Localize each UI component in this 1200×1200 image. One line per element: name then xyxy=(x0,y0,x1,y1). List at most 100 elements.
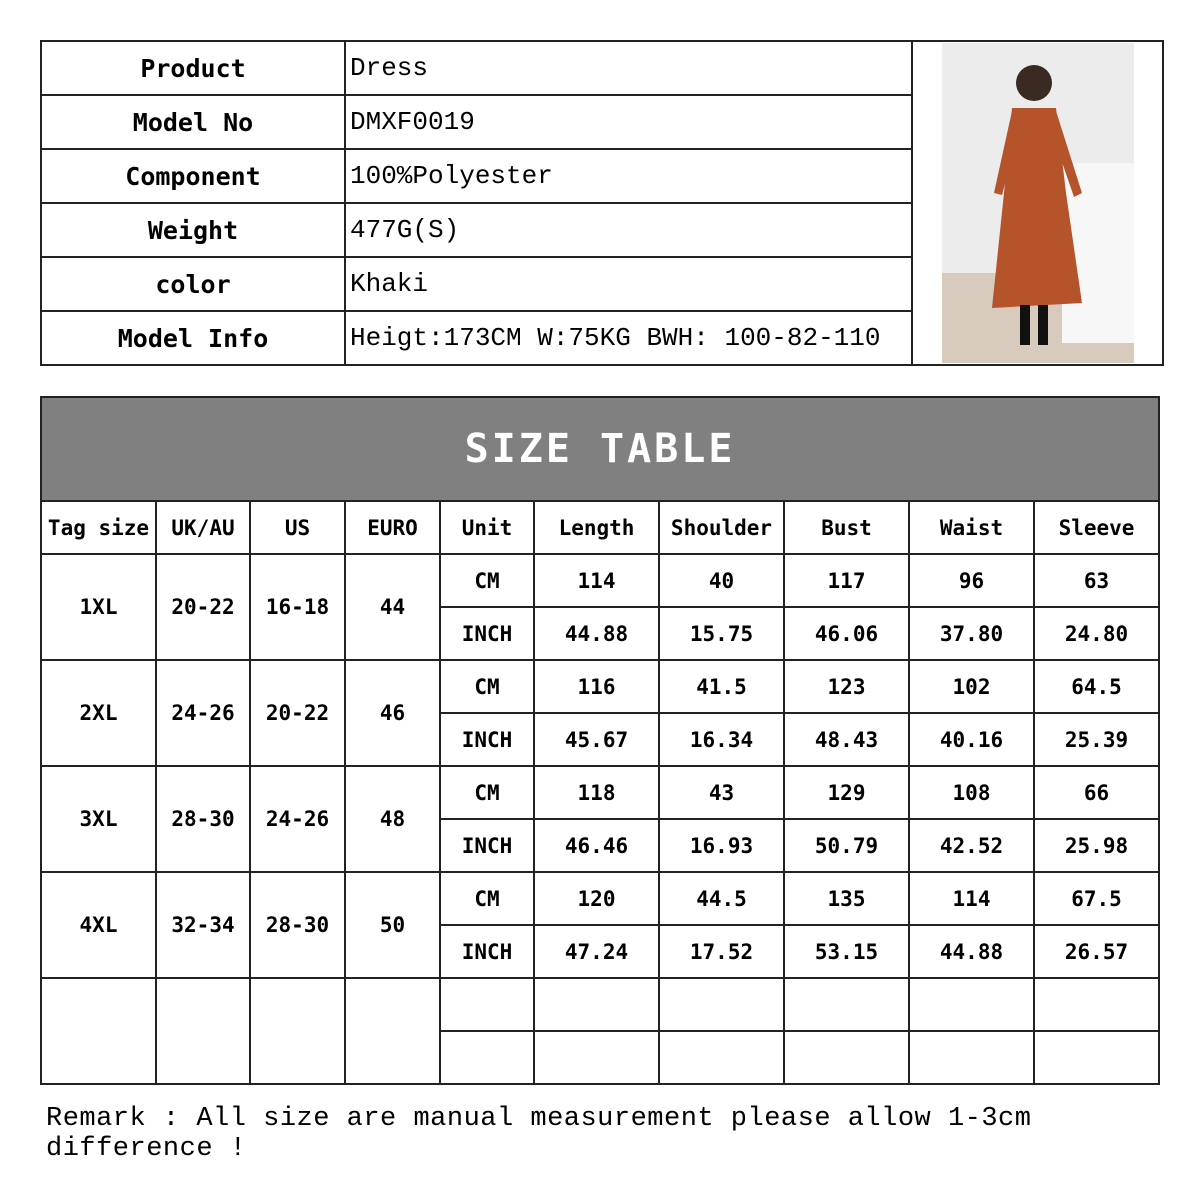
empty-cell xyxy=(908,977,1035,1032)
cm-value: 41.5 xyxy=(658,659,785,714)
cm-value: 120 xyxy=(533,871,660,926)
column-header: Tag size xyxy=(40,500,157,555)
cm-value: 102 xyxy=(908,659,1035,714)
cm-value: CM xyxy=(439,765,535,820)
cm-value: 67.5 xyxy=(1032,871,1161,926)
inch-value: 16.34 xyxy=(658,712,785,767)
cm-value: 40 xyxy=(658,553,785,608)
cm-value: 118 xyxy=(533,765,660,820)
inch-value: 37.80 xyxy=(908,606,1035,661)
cm-value: 44.5 xyxy=(658,871,785,926)
info-value: Heigt:173CM W:75KG BWH: 100-82-110 xyxy=(344,310,913,366)
size-row-inch: INCH 44.88 15.75 46.06 37.80 24.80 xyxy=(41,606,1161,661)
inch-value: 15.75 xyxy=(658,606,785,661)
cm-value: 43 xyxy=(658,765,785,820)
empty-cell xyxy=(249,977,346,1085)
size-uk: 20-22 xyxy=(155,553,251,661)
size-euro: 48 xyxy=(344,765,441,873)
info-value: 477G(S) xyxy=(344,202,913,258)
remark-text: Remark : All size are manual measurement… xyxy=(46,1104,1032,1164)
info-row: Weight 477G(S) xyxy=(40,202,1163,258)
size-tag: 4XL xyxy=(40,871,157,979)
size-us: 16-18 xyxy=(249,553,346,661)
inch-value: INCH xyxy=(439,606,535,661)
cm-value: 117 xyxy=(783,553,910,608)
size-uk: 32-34 xyxy=(155,871,251,979)
empty-cell xyxy=(439,1030,535,1085)
info-row: Model No DMXF0019 xyxy=(40,94,1163,150)
inch-value: 17.52 xyxy=(658,924,785,979)
inch-value: 48.43 xyxy=(783,712,910,767)
size-row-cm: 2XL 24-26 20-22 46 CM 116 41.5 123 102 64.5 xyxy=(40,659,1161,767)
empty-cell xyxy=(344,977,441,1085)
cm-value: 114 xyxy=(533,553,660,608)
column-header: Bust xyxy=(783,500,910,555)
size-uk: 24-26 xyxy=(155,659,251,767)
inch-value: 44.88 xyxy=(533,606,660,661)
inch-value: 46.06 xyxy=(783,606,910,661)
size-tag: 2XL xyxy=(40,659,157,767)
info-label: Component xyxy=(40,148,346,204)
size-table: SIZE TABLE Tag size UK/AU US EURO Unit Length… xyxy=(39,396,1161,1085)
column-header: US xyxy=(249,500,346,555)
size-header-row: Tag size UK/AU US EURO Unit Length Shoulder Bus… xyxy=(40,500,1161,555)
size-row-cm: 4XL 32-34 28-30 50 CM 120 44.5 135 114 67.5 xyxy=(40,871,1161,979)
size-uk: 28-30 xyxy=(155,765,251,873)
inch-value: 16.93 xyxy=(658,818,785,873)
size-tag: 3XL xyxy=(40,765,157,873)
inch-value: 26.57 xyxy=(1032,924,1161,979)
cm-value: 64.5 xyxy=(1032,659,1161,714)
inch-value: 53.15 xyxy=(783,924,910,979)
cm-value: 135 xyxy=(783,871,910,926)
size-us: 24-26 xyxy=(249,765,346,873)
info-label: Model Info xyxy=(40,310,346,366)
size-row-inch: INCH 45.67 16.34 48.43 40.16 25.39 xyxy=(41,712,1161,767)
empty-cell xyxy=(533,1030,660,1085)
cm-value: 63 xyxy=(1032,553,1161,608)
inch-value: 44.88 xyxy=(908,924,1035,979)
empty-row xyxy=(40,977,1161,1085)
size-table-title: SIZE TABLE xyxy=(39,396,1161,502)
inch-value: 25.39 xyxy=(1032,712,1161,767)
product-photo xyxy=(911,40,1164,366)
inch-value: 50.79 xyxy=(783,818,910,873)
cm-value: 114 xyxy=(908,871,1035,926)
product-info-table: Product Dress Model No DMXF0019 Component 100… xyxy=(40,40,1164,366)
empty-cell xyxy=(783,1030,910,1085)
empty-cell xyxy=(908,1030,1035,1085)
empty-cell xyxy=(155,977,251,1085)
column-header: Shoulder xyxy=(658,500,785,555)
cm-value: CM xyxy=(439,871,535,926)
inch-value: 46.46 xyxy=(533,818,660,873)
inch-value: 47.24 xyxy=(533,924,660,979)
empty-cell xyxy=(658,977,785,1032)
cm-value: CM xyxy=(439,553,535,608)
empty-row xyxy=(41,1030,1161,1085)
inch-value: 25.98 xyxy=(1032,818,1161,873)
info-label: Product xyxy=(40,40,346,96)
info-value: DMXF0019 xyxy=(344,94,913,150)
size-row-cm: 3XL 28-30 24-26 48 CM 118 43 129 108 66 xyxy=(40,765,1161,873)
info-value: Dress xyxy=(344,40,913,96)
size-euro: 50 xyxy=(344,871,441,979)
info-row: Product Dress xyxy=(40,40,1164,366)
info-row: Component 100%Polyester xyxy=(40,148,1163,204)
size-us: 20-22 xyxy=(249,659,346,767)
cm-value: CM xyxy=(439,659,535,714)
size-row-inch: INCH 47.24 17.52 53.15 44.88 26.57 xyxy=(41,924,1161,979)
column-header: UK/AU xyxy=(155,500,251,555)
size-row-cm: 1XL 20-22 16-18 44 CM 114 40 117 96 63 xyxy=(40,553,1161,661)
size-us: 28-30 xyxy=(249,871,346,979)
column-header: EURO xyxy=(344,500,441,555)
empty-cell xyxy=(533,977,660,1032)
info-label: Model No xyxy=(40,94,346,150)
empty-cell xyxy=(783,977,910,1032)
column-header: Waist xyxy=(908,500,1035,555)
column-header: Length xyxy=(533,500,660,555)
empty-cell xyxy=(658,1030,785,1085)
info-value: Khaki xyxy=(344,256,913,312)
inch-value: INCH xyxy=(439,924,535,979)
inch-value: 24.80 xyxy=(1032,606,1161,661)
size-euro: 46 xyxy=(344,659,441,767)
inch-value: 42.52 xyxy=(908,818,1035,873)
